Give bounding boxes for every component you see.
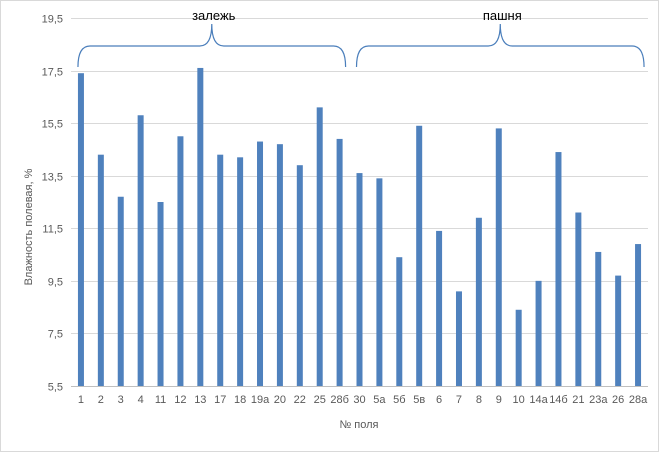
bar [436, 230, 443, 386]
bar [237, 157, 244, 386]
bar [575, 212, 582, 386]
bar [77, 73, 84, 386]
bar [455, 291, 462, 386]
x-tick-label: 12 [174, 394, 186, 406]
x-tick-label: 5в [413, 394, 425, 406]
x-tick-label: 25 [314, 394, 326, 406]
x-tick-label: 5б [393, 394, 405, 406]
bar [595, 251, 602, 386]
x-tick-label: 14а [529, 394, 548, 406]
brace [77, 23, 347, 68]
x-axis-ticks: 1 2 3 4 11 12 13 17 18 19а 20 22 25 28б 30 5а 5б 5в 6 7 8 9 10… [78, 394, 648, 406]
bar [137, 115, 144, 386]
y-tick-label: 5,5 [48, 382, 63, 394]
y-tick-label: 11,5 [42, 224, 63, 236]
bar [555, 152, 562, 386]
bar [635, 244, 642, 386]
y-tick-label: 19,5 [42, 14, 63, 26]
y-tick-label: 17,5 [42, 67, 63, 79]
bar [97, 154, 104, 386]
x-tick-label: 5а [373, 394, 386, 406]
bar [197, 67, 204, 386]
x-tick-label: 14б [549, 394, 568, 406]
annotations: залежь пашня [77, 8, 645, 68]
bar [515, 309, 522, 386]
x-tick-label: 28б [330, 394, 349, 406]
bar [356, 173, 363, 386]
y-tick-label: 7,5 [48, 329, 63, 341]
y-axis-ticks: 5,5 7,5 9,5 11,5 13,5 15,5 17,5 19,5 [42, 14, 63, 394]
brace [355, 23, 645, 68]
x-tick-label: 10 [513, 394, 525, 406]
x-tick-label: 26 [612, 394, 624, 406]
x-tick-label: 8 [476, 394, 482, 406]
bar [257, 141, 264, 386]
x-tick-label: 6 [436, 394, 442, 406]
x-tick-label: 20 [274, 394, 286, 406]
x-tick-label: 7 [456, 394, 462, 406]
bar [535, 280, 542, 386]
x-tick-label: 4 [138, 394, 144, 406]
x-tick-label: 3 [118, 394, 124, 406]
x-tick-label: 9 [496, 394, 502, 406]
y-tick-label: 15,5 [42, 119, 63, 131]
bar [336, 138, 343, 386]
annotation-label: залежь [192, 8, 236, 23]
annotation-label: пашня [483, 8, 522, 23]
bar [615, 275, 622, 386]
x-tick-label: 11 [155, 394, 166, 406]
x-tick-label: 13 [194, 394, 206, 406]
x-axis-title: № поля [339, 419, 378, 431]
bar [396, 257, 403, 386]
x-tick-label: 17 [214, 394, 226, 406]
bars [77, 67, 642, 387]
bar [296, 165, 303, 386]
bar [495, 128, 502, 386]
bar [416, 125, 423, 387]
bar [217, 154, 224, 386]
bar [157, 202, 164, 386]
x-tick-label: 30 [353, 394, 365, 406]
bar [376, 178, 383, 386]
x-tick-label: 22 [294, 394, 306, 406]
bar [316, 107, 323, 386]
bar [117, 196, 124, 386]
x-tick-label: 19а [251, 394, 270, 406]
x-tick-label: 21 [572, 394, 584, 406]
bar [475, 217, 482, 386]
x-tick-label: 1 [78, 394, 84, 406]
y-axis-title: Влажность полевая, % [23, 168, 35, 285]
x-tick-label: 23а [589, 394, 608, 406]
y-tick-label: 9,5 [48, 277, 63, 289]
bar [276, 144, 283, 386]
x-tick-label: 2 [98, 394, 104, 406]
x-tick-label: 18 [234, 394, 246, 406]
x-tick-label: 28а [629, 394, 648, 406]
y-tick-label: 13,5 [42, 172, 63, 184]
bar [177, 136, 184, 386]
